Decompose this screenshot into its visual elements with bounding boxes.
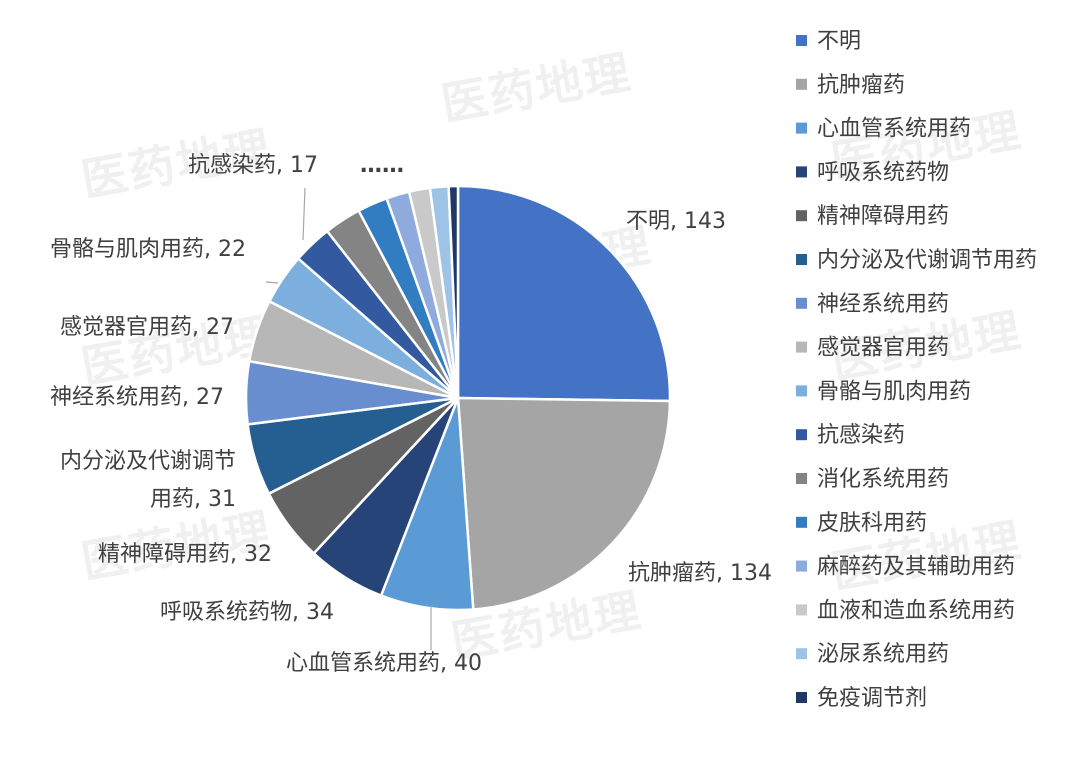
legend-label: 感觉器官用药 bbox=[817, 336, 949, 361]
legend-swatch bbox=[796, 604, 807, 616]
legend-swatch bbox=[796, 78, 807, 90]
small-slices-ellipsis: …… bbox=[360, 153, 404, 178]
legend-item-2: 心血管系统用药 bbox=[796, 117, 971, 142]
legend-swatch bbox=[796, 166, 807, 178]
data-label-4: 精神障碍用药, 32 bbox=[98, 542, 272, 567]
legend-item-5: 内分泌及代谢调节用药 bbox=[796, 248, 1037, 273]
legend-swatch bbox=[796, 210, 807, 222]
legend-swatch bbox=[796, 429, 807, 441]
legend-swatch bbox=[796, 385, 807, 397]
data-labels: 不明, 143 抗肿瘤药, 134 心血管系统用药, 40 呼吸系统药物, 34 精神障… bbox=[50, 153, 772, 676]
data-label-line: 内分泌及代谢调节 bbox=[60, 449, 236, 474]
legend-item-11: 皮肤科用药 bbox=[796, 511, 927, 536]
data-label-5: 内分泌及代谢调节用药, 31 bbox=[60, 449, 236, 512]
legend-item-4: 精神障碍用药 bbox=[796, 204, 949, 229]
legend-item-0: 不明 bbox=[796, 29, 861, 54]
legend-item-10: 消化系统用药 bbox=[796, 467, 949, 492]
legend-label: 麻醉药及其辅助用药 bbox=[817, 555, 1015, 580]
legend-item-3: 呼吸系统药物 bbox=[796, 160, 949, 185]
legend-label: 抗肿瘤药 bbox=[817, 73, 905, 98]
legend-label: 抗感染药 bbox=[817, 423, 905, 448]
data-label-0: 不明, 143 bbox=[626, 209, 726, 234]
pie-slice-0 bbox=[456, 184, 672, 403]
legend-item-6: 神经系统用药 bbox=[796, 292, 949, 317]
legend-label: 神经系统用药 bbox=[817, 292, 949, 317]
legend-label: 不明 bbox=[817, 29, 861, 54]
legend-swatch bbox=[796, 648, 807, 660]
legend-label: 泌尿系统用药 bbox=[817, 642, 949, 667]
legend-swatch bbox=[796, 692, 807, 703]
data-label-7: 感觉器官用药, 27 bbox=[60, 315, 234, 340]
data-label-9: 抗感染药, 17 bbox=[188, 153, 318, 178]
legend-item-14: 泌尿系统用药 bbox=[796, 642, 949, 667]
legend-swatch bbox=[796, 122, 807, 134]
legend-swatch bbox=[796, 473, 807, 484]
leader-line-9 bbox=[302, 187, 306, 241]
data-label-line: 用药, 31 bbox=[150, 487, 236, 512]
legend-item-1: 抗肿瘤药 bbox=[796, 73, 905, 98]
legend-label: 血液和造血系统用药 bbox=[817, 598, 1015, 623]
data-label-8: 骨骼与肌肉用药, 22 bbox=[50, 237, 246, 262]
pie-slices bbox=[244, 184, 672, 612]
pie-slice-15 bbox=[447, 184, 460, 399]
legend-swatch bbox=[796, 560, 807, 572]
legend-item-13: 血液和造血系统用药 bbox=[796, 598, 1015, 623]
data-label-6: 神经系统用药, 27 bbox=[50, 385, 224, 410]
legend-label: 免疫调节剂 bbox=[817, 686, 927, 711]
legend-swatch bbox=[796, 35, 807, 46]
legend-swatch bbox=[796, 297, 807, 309]
legend-label: 精神障碍用药 bbox=[817, 204, 949, 229]
legend-item-15: 免疫调节剂 bbox=[796, 686, 927, 711]
data-label-2: 心血管系统用药, 40 bbox=[286, 651, 482, 676]
data-label-1: 抗肿瘤药, 134 bbox=[628, 561, 772, 586]
legend-item-12: 麻醉药及其辅助用药 bbox=[796, 555, 1015, 580]
legend-swatch bbox=[796, 516, 807, 528]
legend-label: 呼吸系统药物 bbox=[817, 160, 949, 185]
legend-label: 皮肤科用药 bbox=[817, 511, 927, 536]
pie-slice-1 bbox=[456, 396, 672, 611]
legend-swatch bbox=[796, 341, 807, 353]
legend-label: 骨骼与肌肉用药 bbox=[817, 379, 971, 404]
data-label-3: 呼吸系统药物, 34 bbox=[160, 600, 334, 625]
legend-label: 内分泌及代谢调节用药 bbox=[817, 248, 1037, 273]
legend-item-8: 骨骼与肌肉用药 bbox=[796, 379, 971, 404]
legend: 不明抗肿瘤药心血管系统用药呼吸系统药物精神障碍用药内分泌及代谢调节用药神经系统用… bbox=[796, 29, 1037, 711]
legend-label: 消化系统用药 bbox=[817, 467, 949, 492]
leader-line-8 bbox=[265, 281, 279, 284]
legend-swatch bbox=[796, 254, 807, 265]
legend-item-9: 抗感染药 bbox=[796, 423, 905, 448]
leader-lines bbox=[265, 187, 432, 650]
legend-item-7: 感觉器官用药 bbox=[796, 336, 949, 361]
legend-label: 心血管系统用药 bbox=[817, 117, 971, 142]
